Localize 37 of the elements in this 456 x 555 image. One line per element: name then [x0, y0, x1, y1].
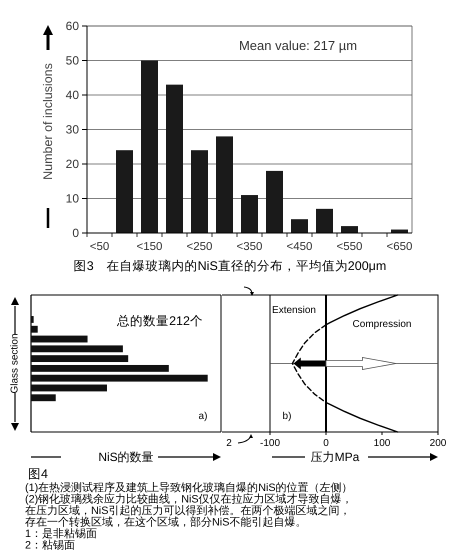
text: 在压力区域，NiS引起的压力可以得到补偿。在两个极端区域之间，: [25, 504, 350, 517]
text: 存在一个转换区域，在这个区域，部分NiS不能引起自爆。: [25, 516, 306, 528]
y-tick-label: 10: [66, 192, 80, 206]
annotation: Compression: [352, 319, 412, 330]
x-tick-label: 200: [430, 438, 447, 449]
x-tick-label: <550: [336, 241, 362, 253]
y-tick-label: 0: [72, 226, 80, 240]
text: 2：粘锡面: [25, 540, 76, 552]
text: 2: [226, 438, 232, 449]
annotation: Extension: [272, 305, 316, 316]
x-axis-title: 压力MPa: [310, 450, 360, 464]
x-axis-title: NiS的数量: [98, 450, 154, 464]
x-tick-label: <350: [236, 241, 262, 253]
text: 1：是非粘锡面: [25, 527, 98, 540]
x-tick-label: -100: [260, 438, 280, 449]
annotation: Mean value: 217 µm: [238, 38, 358, 53]
y-tick-label: 40: [66, 88, 80, 102]
x-tick-label: <150: [136, 241, 162, 253]
x-tick-label: <250: [186, 241, 212, 253]
y-axis-title: Glass section: [10, 333, 21, 394]
caption: 图4: [28, 467, 48, 481]
y-tick-label: 20: [66, 157, 80, 171]
annotation: 总的数量212个: [116, 314, 203, 328]
caption: 图3 在自爆玻璃内的NiS直径的分布，平均值为200μm: [74, 259, 386, 273]
x-tick-label: 100: [374, 438, 391, 449]
y-tick-label: 60: [66, 19, 80, 33]
y-tick-label: 50: [66, 54, 80, 68]
text: a): [198, 411, 208, 422]
x-tick-label: <650: [386, 241, 412, 253]
annotation: b): [282, 411, 292, 422]
x-tick-label: <450: [286, 241, 312, 253]
y-tick-label: 30: [66, 122, 80, 136]
text: (2)钢化玻璃残余应力比较曲线，NiS仅仅在拉应力区域才导致自爆，: [25, 492, 353, 506]
text: (1)在热浸测试程序及建筑上导致钢化玻璃自爆的NiS的位置（左侧）: [25, 481, 353, 494]
x-tick-label: <50: [90, 241, 110, 253]
x-tick-label: 0: [323, 438, 330, 449]
y-axis-title: Number of inclusions: [41, 63, 55, 180]
